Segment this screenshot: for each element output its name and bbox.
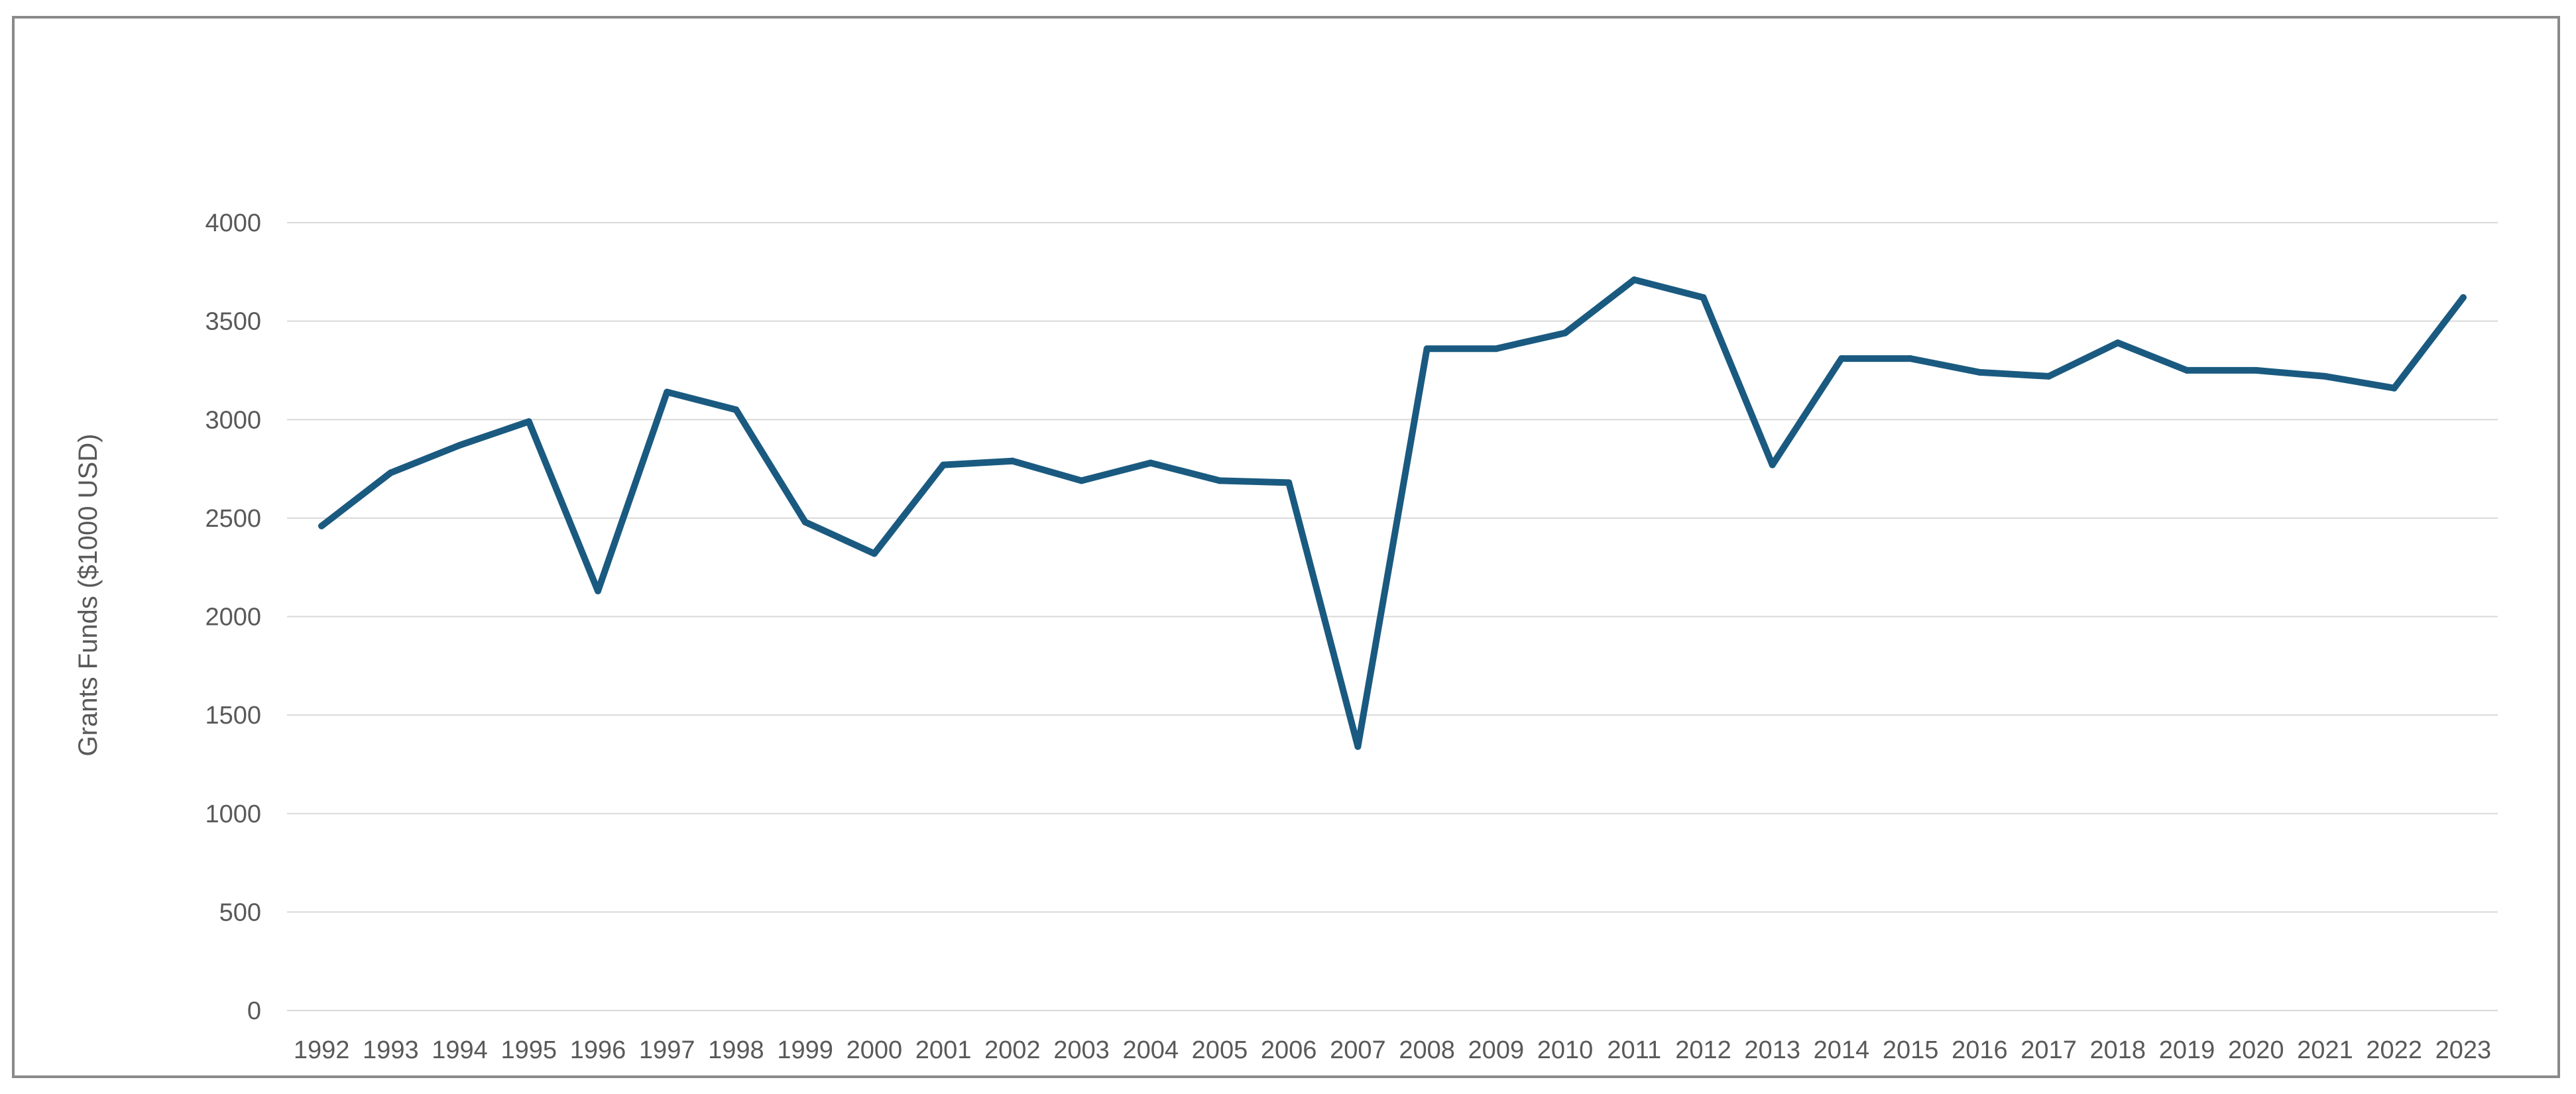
- x-tick-label: 2018: [2090, 1036, 2146, 1064]
- data-point-2008: [1423, 345, 1431, 353]
- data-point-2016: [1976, 368, 1983, 376]
- x-tick-label: 2004: [1122, 1036, 1179, 1064]
- data-point-2005: [1216, 477, 1223, 484]
- data-point-2019: [2184, 366, 2191, 374]
- x-tick-label: 1994: [432, 1036, 488, 1064]
- data-point-1999: [801, 518, 809, 525]
- x-tick-label: 2001: [915, 1036, 972, 1064]
- y-tick-label: 2000: [205, 604, 261, 631]
- x-tick-label: 2014: [1814, 1036, 1870, 1064]
- data-point-2023: [2459, 294, 2467, 301]
- x-tick-label: 2020: [2228, 1036, 2284, 1064]
- y-tick-label: 2500: [205, 505, 261, 533]
- x-tick-label: 2013: [1744, 1036, 1800, 1064]
- data-point-2003: [1078, 477, 1085, 484]
- x-tick-label: 1993: [363, 1036, 419, 1064]
- data-point-2021: [2321, 372, 2329, 380]
- x-tick-label: 2010: [1537, 1036, 1594, 1064]
- data-point-1997: [664, 388, 671, 396]
- data-point-2000: [870, 550, 878, 557]
- x-tick-label: 2021: [2297, 1036, 2353, 1064]
- data-point-2007: [1354, 743, 1362, 750]
- x-tick-label: 2008: [1399, 1036, 1455, 1064]
- data-point-2006: [1285, 479, 1293, 486]
- x-tick-label: 2022: [2366, 1036, 2422, 1064]
- x-tick-label: 1997: [639, 1036, 695, 1064]
- y-tick-label: 0: [247, 997, 261, 1025]
- x-tick-label: 1998: [708, 1036, 764, 1064]
- data-point-2017: [2045, 372, 2052, 380]
- x-tick-label: 2019: [2159, 1036, 2215, 1064]
- data-point-2010: [1562, 329, 1569, 337]
- x-tick-label: 2005: [1192, 1036, 1248, 1064]
- y-axis-title: Grants Funds ($1000 USD): [74, 434, 103, 757]
- x-tick-label: 1999: [777, 1036, 833, 1064]
- series-group: [318, 276, 2467, 750]
- data-point-1998: [732, 406, 740, 413]
- x-tick-label: 2017: [2020, 1036, 2077, 1064]
- data-point-1992: [318, 522, 325, 529]
- x-tick-label: 2023: [2435, 1036, 2492, 1064]
- y-tick-label: 500: [219, 899, 261, 926]
- data-point-1995: [525, 418, 532, 425]
- data-point-2004: [1147, 459, 1154, 466]
- y-tick-label: 1000: [205, 800, 261, 828]
- y-tick-label: 3000: [205, 406, 261, 434]
- data-point-1993: [387, 469, 394, 476]
- data-point-2020: [2253, 366, 2260, 374]
- data-point-2002: [1009, 457, 1016, 465]
- series-line: [318, 276, 2467, 750]
- y-tick-label: 3500: [205, 308, 261, 336]
- x-tick-label: 2007: [1330, 1036, 1386, 1064]
- y-tick-label: 4000: [205, 209, 261, 237]
- data-point-2014: [1838, 355, 1845, 362]
- x-tick-label: 2012: [1675, 1036, 1731, 1064]
- data-point-1996: [594, 587, 601, 594]
- x-tick-label: 2000: [847, 1036, 903, 1064]
- data-point-2013: [1769, 461, 1776, 468]
- data-point-2012: [1700, 294, 1707, 301]
- x-tick-label: 1992: [294, 1036, 350, 1064]
- x-tick-label: 2009: [1468, 1036, 1525, 1064]
- x-tick-label: 2015: [1883, 1036, 1939, 1064]
- x-tick-label: 2003: [1053, 1036, 1110, 1064]
- gridlines: [287, 222, 2498, 1011]
- data-point-2009: [1492, 345, 1499, 353]
- chart-frame: [12, 16, 2560, 1078]
- x-tick-label: 1995: [500, 1036, 557, 1064]
- x-tick-label: 1996: [570, 1036, 626, 1064]
- data-point-1994: [456, 441, 463, 449]
- x-tick-label: 2006: [1261, 1036, 1317, 1064]
- data-point-2001: [940, 461, 947, 468]
- x-tick-label: 2016: [1952, 1036, 2008, 1064]
- x-tick-label: 2002: [984, 1036, 1041, 1064]
- data-point-2022: [2390, 384, 2398, 392]
- data-point-2018: [2114, 339, 2121, 347]
- x-tick-label: 2011: [1607, 1036, 1661, 1064]
- x-axis-tick-labels: 1992 1993 1994 1995 1996 1997 1998 1999 2000 2001…: [294, 1036, 2491, 1064]
- data-point-2011: [1631, 276, 1638, 284]
- y-tick-label: 1500: [205, 702, 261, 730]
- y-axis-tick-labels: 0 500 1000 1500 2000 2500 3000 3500 4000: [205, 209, 261, 1025]
- data-point-2015: [1907, 355, 1914, 362]
